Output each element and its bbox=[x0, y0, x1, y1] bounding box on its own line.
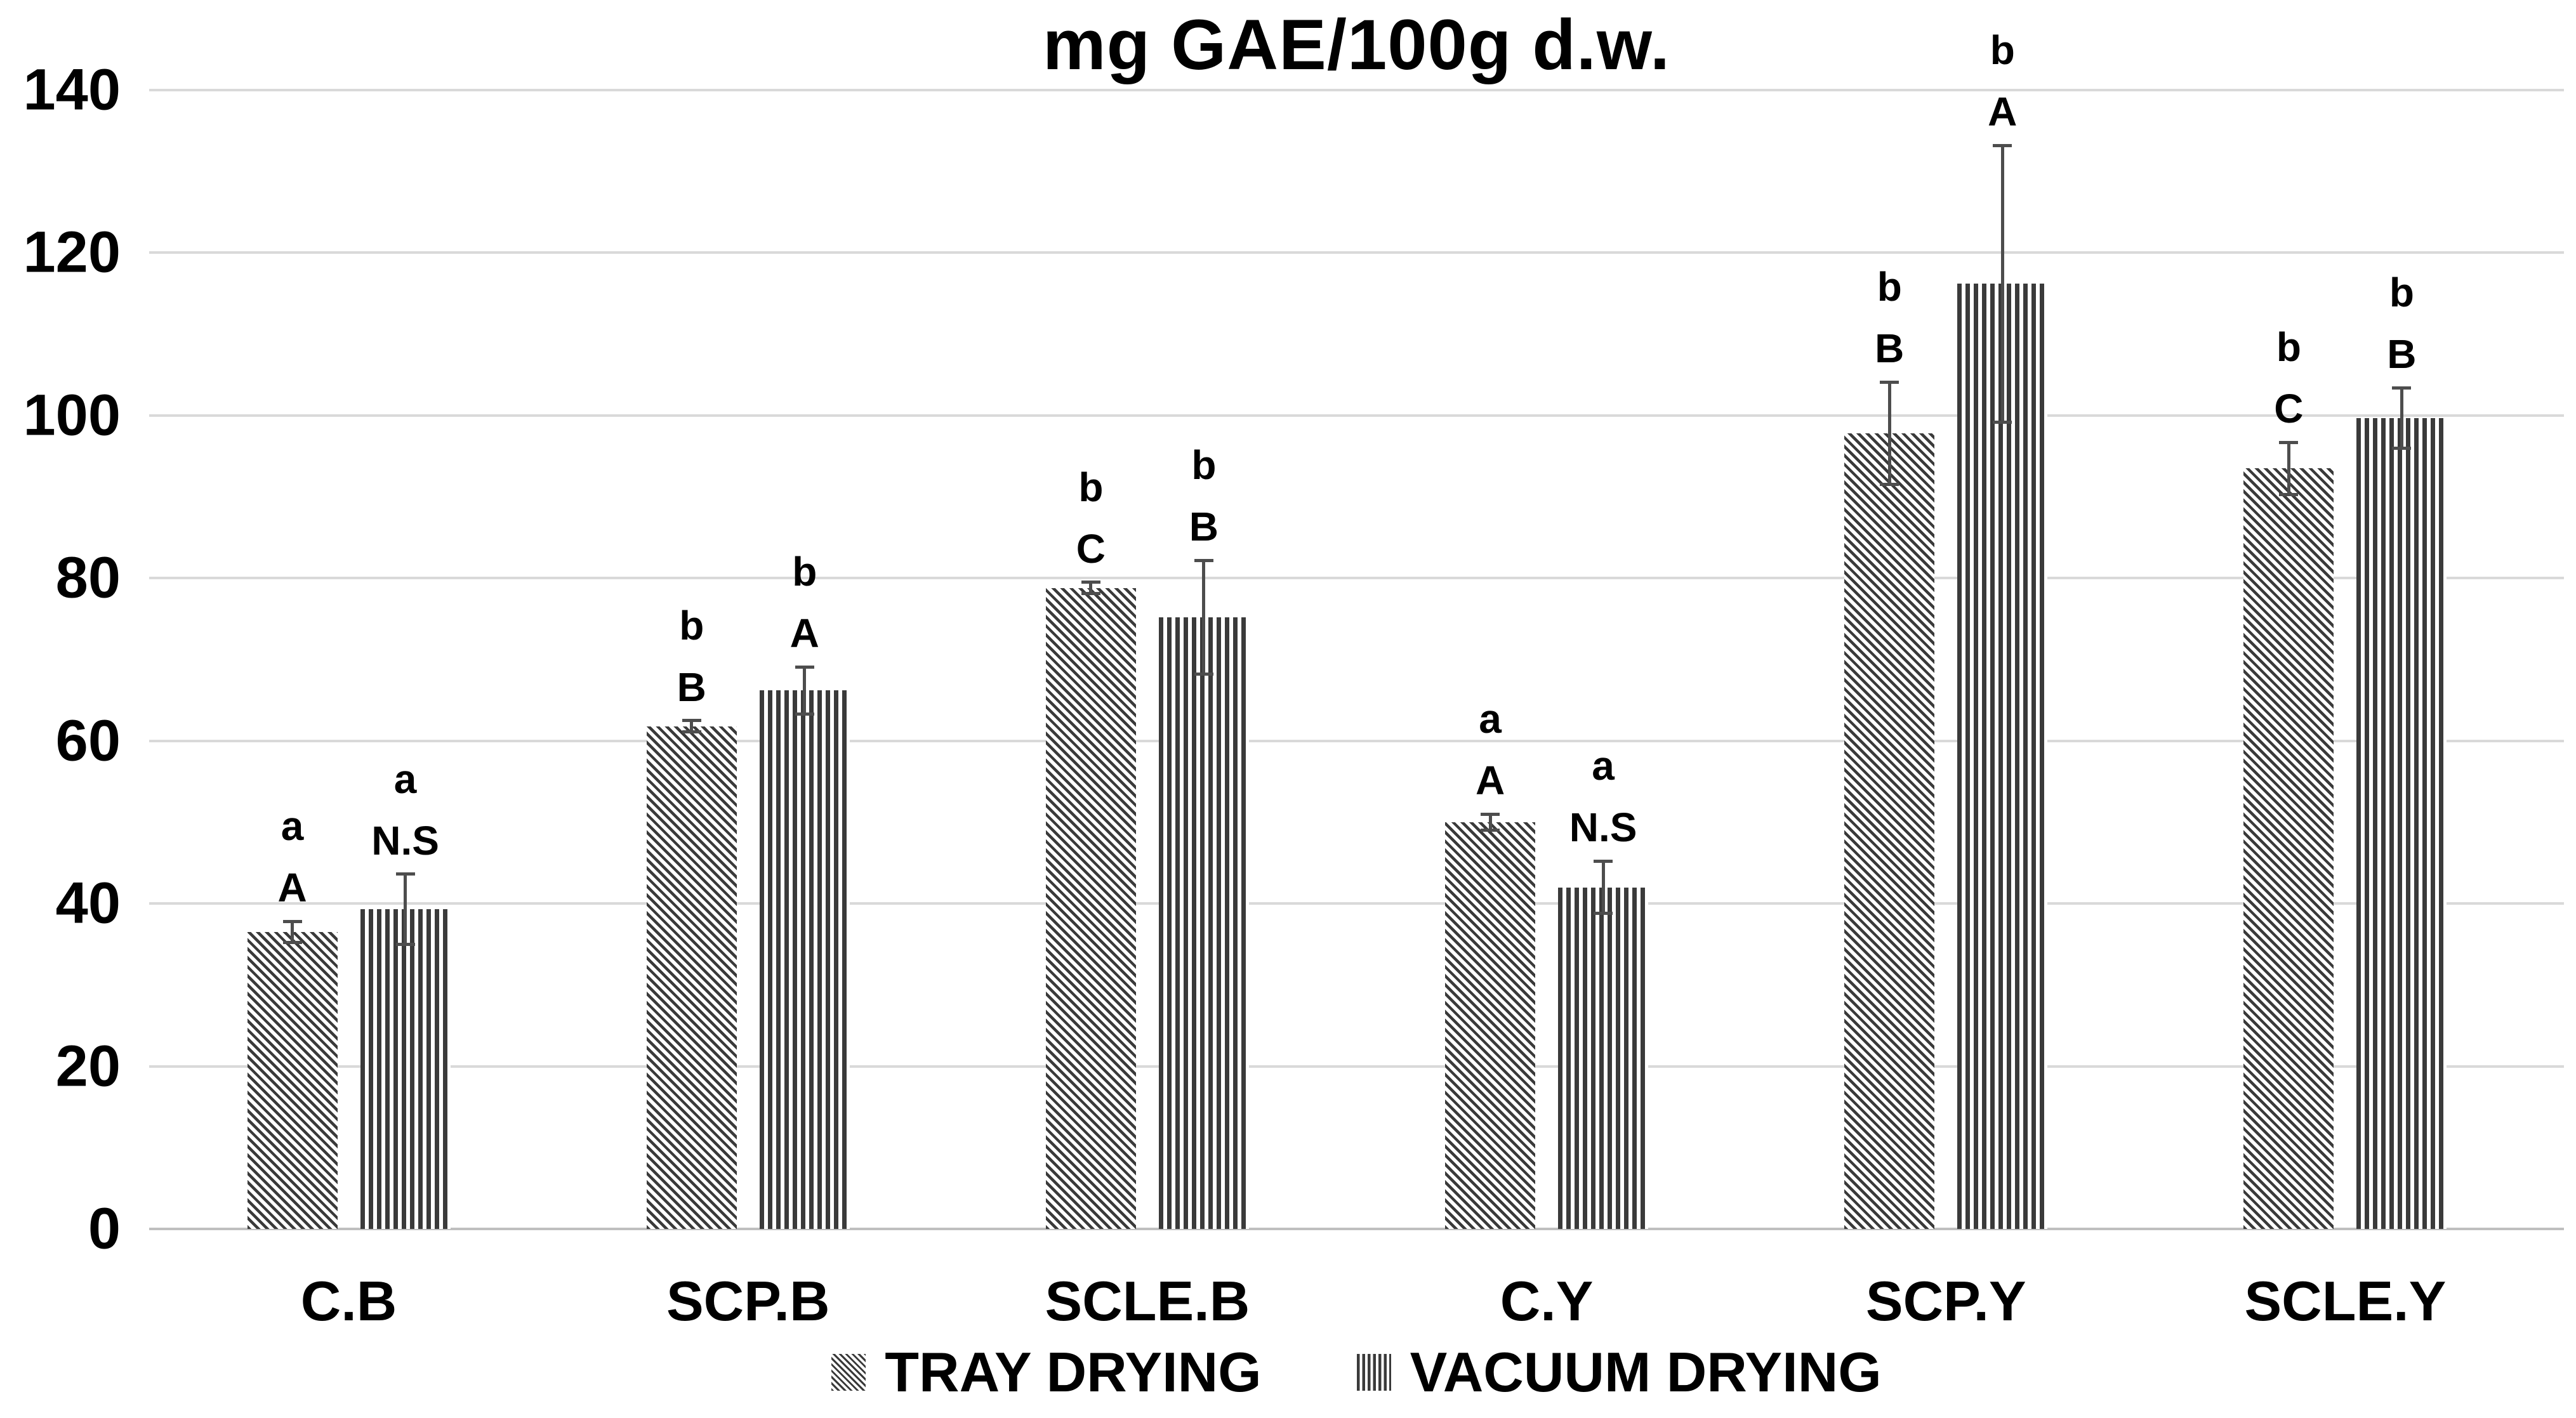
bar-tray-drying bbox=[1445, 822, 1536, 1229]
error-bar-bottom-cap bbox=[1880, 483, 1899, 487]
error-bar bbox=[291, 921, 294, 943]
x-axis-category-label: SCP.B bbox=[666, 1270, 830, 1332]
error-bar bbox=[2000, 145, 2004, 423]
x-axis-category-label: SCP.Y bbox=[1865, 1270, 2026, 1332]
error-bar-bottom-cap bbox=[282, 941, 302, 945]
error-bar bbox=[404, 874, 407, 945]
gridline bbox=[149, 414, 2564, 417]
bar-vacuum-drying bbox=[1158, 617, 1249, 1229]
gridline bbox=[149, 89, 2564, 91]
error-bar-top-cap bbox=[1880, 380, 1899, 384]
bar-tray-drying bbox=[1844, 433, 1935, 1229]
bar-tray-drying bbox=[2243, 468, 2334, 1229]
error-bar bbox=[1601, 861, 1605, 914]
error-bar-bottom-cap bbox=[2279, 492, 2299, 496]
error-bar bbox=[1488, 814, 1492, 830]
error-bar-bottom-cap bbox=[2392, 446, 2412, 450]
error-bar-top-cap bbox=[682, 719, 701, 723]
x-axis-category-label: SCLE.Y bbox=[2244, 1270, 2447, 1332]
error-bar bbox=[2287, 442, 2290, 495]
error-bar-bottom-cap bbox=[1194, 673, 1213, 676]
significance-letters: a N.S bbox=[1569, 743, 1637, 851]
error-bar-bottom-cap bbox=[1993, 420, 2012, 424]
error-bar-bottom-cap bbox=[795, 712, 814, 716]
y-axis-tick-label: 140 bbox=[23, 57, 121, 122]
gridline bbox=[149, 577, 2564, 580]
error-bar-top-cap bbox=[1081, 581, 1100, 584]
significance-letters: a N.S bbox=[371, 756, 439, 863]
legend-label-vacuum-drying: VACUUM DRYING bbox=[1410, 1341, 1882, 1403]
bar-vacuum-drying bbox=[360, 909, 451, 1229]
gridline bbox=[149, 251, 2564, 254]
significance-letters: b A bbox=[1988, 27, 2018, 135]
bar-tray-drying bbox=[646, 726, 737, 1229]
bar-vacuum-drying bbox=[1957, 284, 2048, 1229]
legend-label-tray-drying: TRAY DRYING bbox=[885, 1341, 1262, 1403]
error-bar-top-cap bbox=[795, 665, 814, 669]
legend-swatch-tray-drying-icon bbox=[831, 1354, 866, 1391]
error-bar-top-cap bbox=[1993, 143, 2012, 147]
error-bar-bottom-cap bbox=[1594, 912, 1613, 916]
gridline bbox=[149, 902, 2564, 905]
y-axis-tick-label: 20 bbox=[55, 1034, 121, 1099]
y-axis-tick-label: 100 bbox=[23, 383, 121, 448]
significance-letters: b B bbox=[2387, 270, 2417, 377]
bar-vacuum-drying bbox=[1558, 887, 1649, 1229]
y-axis-tick-label: 60 bbox=[55, 708, 121, 773]
error-bar-top-cap bbox=[2392, 386, 2412, 390]
legend: TRAY DRYING VACUUM DRYING bbox=[149, 1340, 2564, 1405]
error-bar bbox=[1887, 382, 1891, 485]
significance-letters: b A bbox=[789, 549, 819, 657]
error-bar-top-cap bbox=[1194, 558, 1213, 562]
error-bar bbox=[2400, 388, 2403, 449]
legend-item-vacuum-drying: VACUUM DRYING bbox=[1356, 1340, 1882, 1405]
error-bar-bottom-cap bbox=[682, 730, 701, 734]
significance-letters: b B bbox=[1875, 264, 1905, 372]
gridline bbox=[149, 739, 2564, 742]
y-axis-tick-label: 0 bbox=[88, 1196, 121, 1261]
significance-letters: a A bbox=[277, 803, 307, 911]
y-axis-tick-label: 40 bbox=[55, 870, 121, 936]
gridline bbox=[149, 1065, 2564, 1068]
bar-tray-drying bbox=[1045, 588, 1136, 1229]
error-bar bbox=[1089, 582, 1093, 594]
error-bar-top-cap bbox=[1481, 812, 1500, 816]
error-bar bbox=[803, 667, 807, 714]
significance-letters: b B bbox=[1189, 442, 1219, 550]
y-axis-tick-label: 120 bbox=[23, 220, 121, 285]
error-bar-top-cap bbox=[1594, 859, 1613, 863]
error-bar-bottom-cap bbox=[1481, 829, 1500, 832]
x-axis-category-label: C.Y bbox=[1500, 1270, 1594, 1332]
error-bar-top-cap bbox=[2279, 440, 2299, 444]
error-bar-top-cap bbox=[282, 919, 302, 923]
error-bar bbox=[1202, 560, 1206, 674]
x-axis-category-label: C.B bbox=[300, 1270, 397, 1332]
significance-letters: b B bbox=[677, 602, 706, 710]
error-bar-top-cap bbox=[395, 872, 415, 876]
chart-title: mg GAE/100g d.w. bbox=[1043, 5, 1670, 84]
error-bar-bottom-cap bbox=[395, 942, 415, 946]
x-axis-category-label: SCLE.B bbox=[1045, 1270, 1250, 1332]
bar-tray-drying bbox=[247, 932, 338, 1229]
bar-vacuum-drying bbox=[2356, 417, 2447, 1229]
significance-letters: a A bbox=[1475, 696, 1505, 804]
legend-swatch-vacuum-drying-icon bbox=[1356, 1354, 1391, 1391]
significance-letters: b C bbox=[2274, 324, 2304, 432]
legend-item-tray-drying: TRAY DRYING bbox=[831, 1340, 1262, 1405]
significance-letters: b C bbox=[1076, 464, 1106, 572]
error-bar bbox=[690, 720, 694, 732]
error-bar-bottom-cap bbox=[1081, 592, 1100, 596]
y-axis-tick-label: 80 bbox=[55, 545, 121, 610]
bar-vacuum-drying bbox=[759, 690, 850, 1229]
x-axis-line bbox=[149, 1228, 2564, 1230]
